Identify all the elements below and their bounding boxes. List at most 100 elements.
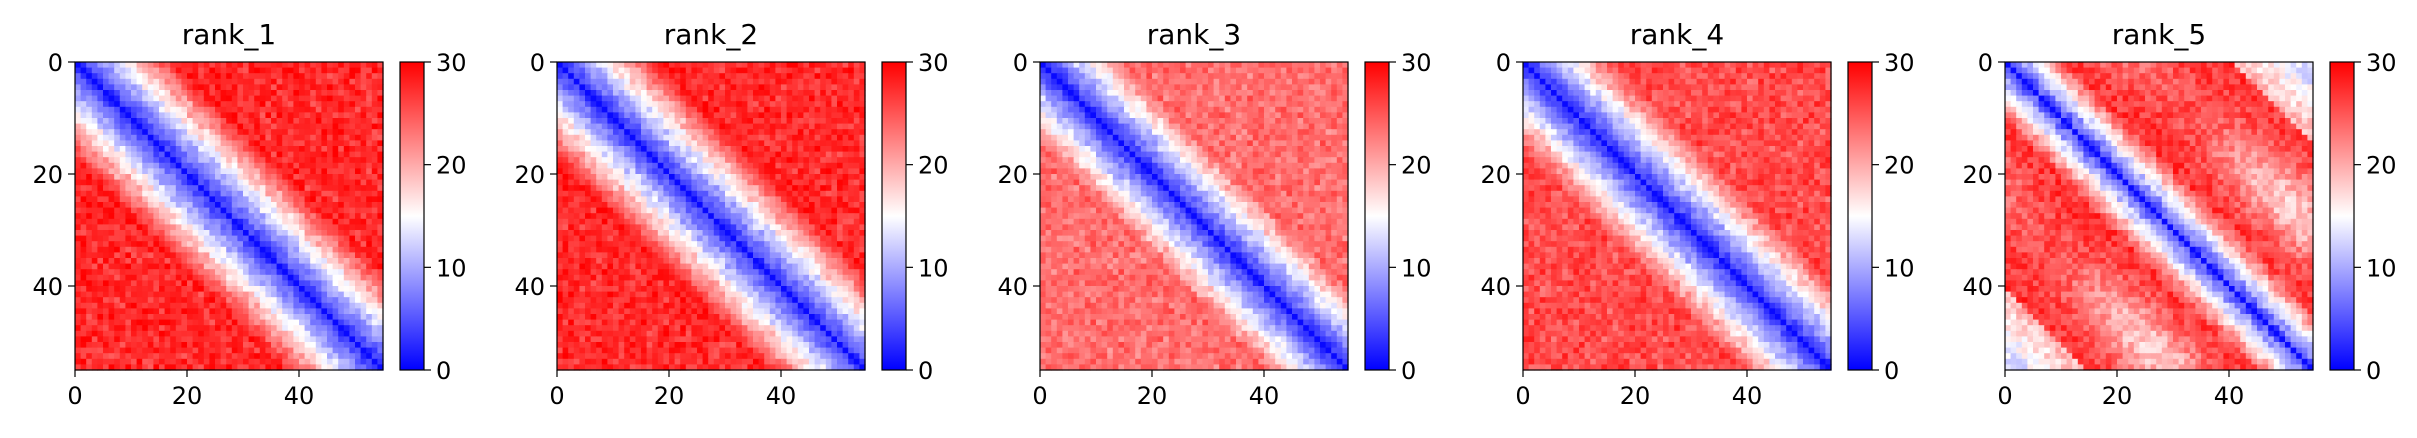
heatmap-cell xyxy=(147,84,154,91)
heatmap-cell xyxy=(310,269,317,276)
heatmap-cell xyxy=(271,252,278,259)
heatmap-cell xyxy=(310,308,317,315)
heatmap-cell xyxy=(299,269,306,276)
heatmap-cell xyxy=(159,286,166,293)
heatmap-cell xyxy=(758,202,765,209)
heatmap-cell xyxy=(327,174,334,181)
heatmap-cell xyxy=(293,325,300,332)
heatmap-cell xyxy=(579,67,586,74)
heatmap-cell xyxy=(691,106,698,113)
heatmap-cell xyxy=(164,258,171,265)
heatmap-cell xyxy=(231,78,238,85)
heatmap-cell xyxy=(842,101,849,108)
heatmap-cell xyxy=(310,101,317,108)
heatmap-cell xyxy=(321,151,328,158)
heatmap-cell xyxy=(797,84,804,91)
heatmap-cell xyxy=(254,213,261,220)
heatmap-cell xyxy=(713,78,720,85)
heatmap-cell xyxy=(310,297,317,304)
heatmap-cell xyxy=(147,308,154,315)
heatmap-cell xyxy=(663,207,670,214)
heatmap-cell xyxy=(231,308,238,315)
heatmap-cell xyxy=(248,129,255,136)
heatmap-cell xyxy=(853,174,860,181)
heatmap-cell xyxy=(613,190,620,197)
heatmap-cell xyxy=(562,207,569,214)
heatmap-cell xyxy=(75,185,82,192)
heatmap-cell xyxy=(343,258,350,265)
heatmap-cell xyxy=(170,358,177,365)
heatmap-cell xyxy=(86,342,93,349)
heatmap-cell xyxy=(97,73,104,80)
heatmap-cell xyxy=(131,84,138,91)
heatmap-cell xyxy=(814,168,821,175)
heatmap-cell xyxy=(371,308,378,315)
heatmap-cell xyxy=(781,218,788,225)
heatmap-cell xyxy=(685,230,692,237)
heatmap-cell xyxy=(310,347,317,354)
heatmap-cell xyxy=(209,123,216,130)
heatmap-cell xyxy=(669,123,676,130)
heatmap-cell xyxy=(635,246,642,253)
heatmap-cell xyxy=(343,146,350,153)
heatmap-cell xyxy=(220,314,227,321)
heatmap-cell xyxy=(187,129,194,136)
heatmap-cell xyxy=(114,162,121,169)
heatmap-cell xyxy=(769,157,776,164)
heatmap-cell xyxy=(613,246,620,253)
heatmap-cell xyxy=(271,224,278,231)
heatmap-cell xyxy=(702,207,709,214)
heatmap-cell xyxy=(226,274,233,281)
heatmap-cell xyxy=(97,190,104,197)
heatmap-cell xyxy=(708,224,715,231)
heatmap-cell xyxy=(299,168,306,175)
heatmap-cell xyxy=(719,241,726,248)
heatmap-cell xyxy=(97,118,104,125)
heatmap-cell xyxy=(377,106,384,113)
heatmap-cell xyxy=(181,280,188,287)
heatmap-cell xyxy=(624,258,631,265)
heatmap-cell xyxy=(613,235,620,242)
heatmap-cell xyxy=(209,157,216,164)
heatmap-cell xyxy=(103,134,110,141)
heatmap-cell xyxy=(366,202,373,209)
heatmap-cell xyxy=(75,213,82,220)
heatmap-cell xyxy=(769,207,776,214)
heatmap-cell xyxy=(702,84,709,91)
heatmap-cell xyxy=(136,353,143,360)
heatmap-cell xyxy=(91,364,98,371)
heatmap-cell xyxy=(360,123,367,130)
heatmap-cell xyxy=(674,95,681,102)
heatmap-cell xyxy=(192,162,199,169)
heatmap-cell xyxy=(192,101,199,108)
heatmap-cell xyxy=(125,246,132,253)
heatmap-cell xyxy=(119,325,126,332)
heatmap-cell xyxy=(355,190,362,197)
heatmap-cell xyxy=(853,202,860,209)
heatmap-cell xyxy=(618,196,625,203)
heatmap-cell xyxy=(825,241,832,248)
heatmap-cell xyxy=(590,224,597,231)
heatmap-cell xyxy=(786,218,793,225)
heatmap-cell xyxy=(725,179,732,186)
heatmap-cell xyxy=(332,224,339,231)
heatmap-cell xyxy=(338,168,345,175)
heatmap-cell xyxy=(691,95,698,102)
heatmap-cell xyxy=(287,252,294,259)
heatmap-cell xyxy=(299,319,306,326)
heatmap-cell xyxy=(646,241,653,248)
heatmap-cell xyxy=(343,140,350,147)
heatmap-cell xyxy=(75,342,82,349)
heatmap-cell xyxy=(310,325,317,332)
heatmap-cell xyxy=(820,246,827,253)
heatmap-cell xyxy=(825,95,832,102)
heatmap-cell xyxy=(131,90,138,97)
heatmap-cell xyxy=(327,263,334,270)
heatmap-cell xyxy=(825,185,832,192)
heatmap-cell xyxy=(259,90,266,97)
heatmap-cell xyxy=(265,263,272,270)
heatmap-cell xyxy=(131,174,138,181)
heatmap-cell xyxy=(131,67,138,74)
heatmap-cell xyxy=(792,73,799,80)
heatmap-cell xyxy=(75,302,82,309)
